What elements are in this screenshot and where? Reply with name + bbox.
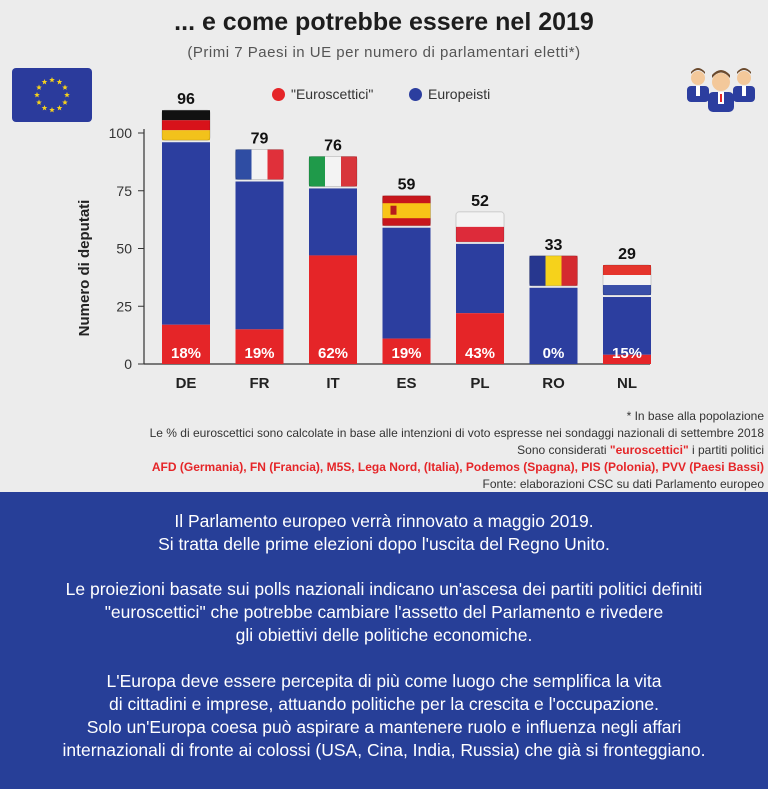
bar-euroskeptic — [603, 354, 651, 364]
info-line: Il Parlamento europeo verrà rinnovato a … — [174, 511, 594, 531]
info-paragraph-3: L'Europa deve essere percepita di più co… — [0, 670, 768, 762]
bar-total-label: 33 — [545, 237, 563, 254]
note-definition-suffix: i partiti politici — [688, 443, 764, 457]
x-tick-label: NL — [617, 375, 637, 392]
note-definition-prefix: Sono considerati — [517, 443, 610, 457]
info-line: Le proiezioni basate sui polls nazionali… — [65, 579, 703, 599]
eu-star-icon — [49, 77, 55, 83]
netherlands-flag-icon — [602, 264, 652, 296]
bar-euroskeptic — [309, 255, 357, 364]
eu-flag-icon — [12, 68, 92, 122]
eu-star-icon — [49, 107, 55, 113]
info-line: gli obiettivi delle politiche economiche… — [235, 625, 533, 645]
note-methodology: Le % di euroscettici sono calcolate in b… — [149, 426, 764, 440]
x-tick-label: IT — [326, 375, 339, 392]
bar-total-label: 96 — [177, 91, 195, 108]
bar-chart: 0 25 50 75 100 Numero di deputati 96 18% DE 79 19%… — [76, 91, 652, 392]
page-subtitle: (Primi 7 Paesi in UE per numero di parla… — [187, 44, 581, 61]
bar-euroskeptic — [382, 338, 431, 364]
legend-item-euroskeptic: "Euroscettici" — [272, 86, 373, 102]
note-parties: AFD (Germania), FN (Francia), M5S, Lega … — [151, 460, 764, 474]
germany-flag-icon — [161, 109, 211, 141]
eu-star-icon — [56, 104, 63, 111]
legend-item-europeanist: Europeisti — [409, 86, 490, 102]
x-tick-label: ES — [396, 375, 416, 392]
bar-europeanist — [529, 287, 578, 364]
bar-total-label: 29 — [618, 246, 636, 263]
poland-flag-icon — [455, 211, 505, 243]
eu-star-icon — [36, 99, 42, 105]
bar-europeanist — [456, 243, 504, 314]
eu-star-icon — [56, 79, 63, 85]
info-panel: Il Parlamento europeo verrà rinnovato a … — [0, 492, 768, 789]
eu-star-icon — [36, 84, 42, 90]
info-paragraph-2: Le proiezioni basate sui polls nazionali… — [0, 578, 768, 647]
legend-swatch-europeanist — [409, 88, 422, 101]
bar-total-label: 59 — [398, 177, 416, 194]
x-tick-label: RO — [542, 375, 565, 392]
bar-percent-label: 62% — [318, 345, 348, 362]
france-flag-icon — [235, 149, 284, 181]
bar-percent-label: 0% — [543, 345, 565, 362]
y-tick-label: 100 — [109, 125, 133, 141]
info-line: "euroscettici" che potrebbe cambiare l'a… — [104, 602, 664, 622]
y-tick-label: 75 — [116, 183, 132, 199]
info-line: internazionali di fronte ai colossi (USA… — [62, 740, 706, 760]
note-population: * In base alla popolazione — [626, 409, 764, 423]
info-line: Solo un'Europa coesa può aspirare a mant… — [86, 717, 682, 737]
legend-label-europeanist: Europeisti — [428, 86, 491, 102]
note-source: Fonte: elaborazioni CSC su dati Parlamen… — [482, 477, 765, 491]
bar-total-label: 52 — [471, 193, 489, 210]
bar-percent-label: 19% — [244, 345, 274, 362]
y-tick-label: 0 — [124, 356, 132, 372]
eu-star-icon — [62, 99, 68, 105]
page-title: ... e come potrebbe essere nel 2019 — [174, 8, 594, 36]
info-line: di cittadini e imprese, attuando politic… — [108, 694, 660, 714]
note-definition: Sono considerati "euroscettici" i partit… — [4, 442, 764, 459]
info-line: Si tratta delle prime elezioni dopo l'us… — [158, 534, 610, 554]
x-tick-label: FR — [250, 375, 270, 392]
x-tick-label: DE — [176, 375, 197, 392]
eu-star-icon — [64, 92, 70, 98]
bar-percent-label: 19% — [391, 345, 421, 362]
bar-europeanist — [382, 227, 431, 339]
bar-total-label: 79 — [251, 131, 269, 148]
bar-euroskeptic — [235, 329, 284, 364]
note-definition-highlight: "euroscettici" — [609, 443, 689, 457]
bar-europeanist — [603, 297, 651, 355]
romania-flag-icon — [529, 255, 578, 287]
legend-label-euroskeptic: "Euroscettici" — [291, 86, 374, 102]
eu-star-icon — [41, 104, 48, 111]
eu-star-icon — [41, 79, 48, 85]
bar-europeanist — [162, 142, 210, 325]
x-tick-label: PL — [470, 375, 489, 392]
bar-europeanist — [309, 188, 357, 256]
bar-percent-label: 18% — [171, 345, 201, 362]
info-paragraph-1: Il Parlamento europeo verrà rinnovato a … — [0, 510, 768, 556]
bar-percent-label: 15% — [612, 345, 642, 362]
spain-flag-icon — [382, 195, 431, 227]
bar-europeanist — [235, 181, 284, 330]
eu-star-icon — [62, 84, 68, 90]
chart-notes: * In base alla popolazione Le % di euros… — [4, 408, 764, 493]
parliament-members-icon — [687, 68, 755, 112]
bar-total-label: 76 — [324, 137, 342, 154]
legend-swatch-euroskeptic — [272, 88, 285, 101]
bar-percent-label: 43% — [465, 345, 495, 362]
info-line: L'Europa deve essere percepita di più co… — [106, 671, 662, 691]
bar-euroskeptic — [162, 324, 210, 364]
y-tick-label: 25 — [116, 298, 132, 314]
y-axis-label: Numero di deputati — [76, 200, 93, 337]
italy-flag-icon — [308, 155, 358, 187]
bar-euroskeptic — [456, 313, 504, 364]
y-tick-label: 50 — [116, 241, 132, 257]
eu-star-icon — [34, 92, 40, 98]
